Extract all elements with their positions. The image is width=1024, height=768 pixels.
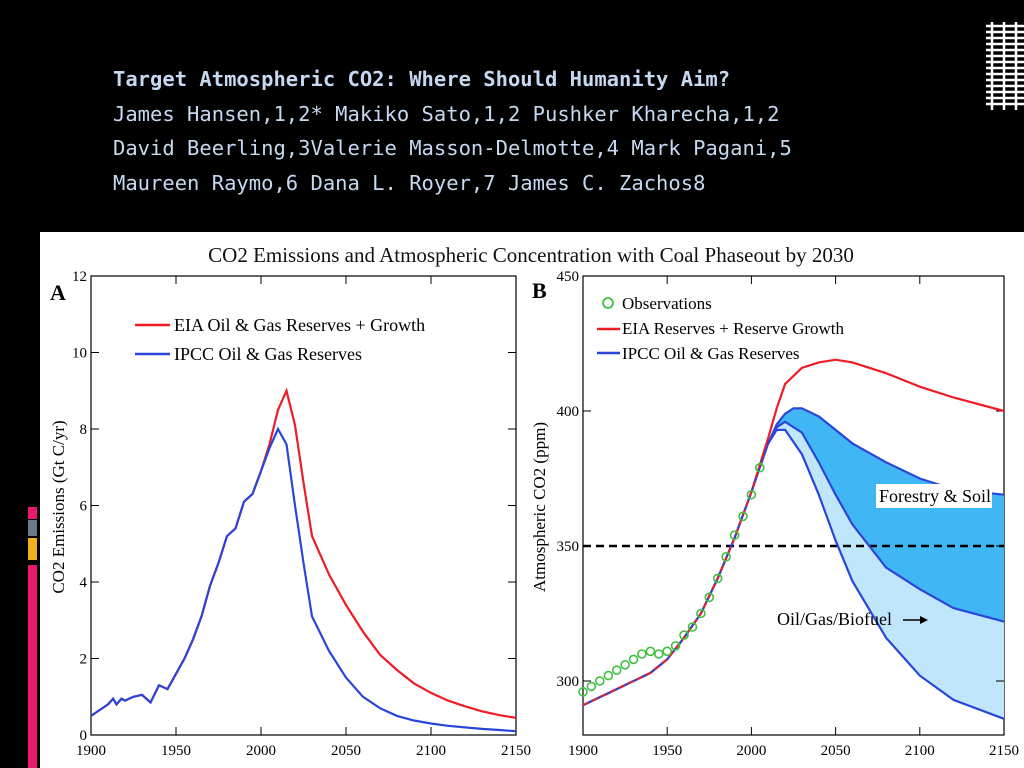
legend-a-red-label: EIA Oil & Gas Reserves + Growth	[174, 315, 425, 335]
slide-header	[40, 0, 1024, 232]
author-line-1: James Hansen,1,2* Makiko Sato,1,2 Pushke…	[113, 101, 780, 126]
panel-a-ytick-label: 8	[80, 422, 88, 438]
panel-b-series-forestry-line	[767, 420, 1005, 623]
panel-b-ylabel: Atmospheric CO2 (ppm)	[530, 422, 549, 592]
panel-a-frame	[90, 275, 517, 736]
panel-a-xtick-label: 2000	[246, 743, 276, 759]
panel-b-xtick-label: 2150	[989, 743, 1019, 759]
legend-b-blue-label: IPCC Oil & Gas Reserves	[622, 344, 800, 363]
panel-b-observation-point	[738, 511, 748, 522]
accent-bar-pink-long	[28, 565, 37, 768]
panel-a-ytick-label: 0	[80, 728, 88, 744]
panel-b-observation-point	[653, 649, 664, 659]
panel-b-observation-point	[670, 641, 681, 651]
author-line-2: David Beerling,3Valerie Masson-Delmotte,…	[113, 136, 792, 160]
panel-a-series-ipcc-line	[90, 426, 517, 733]
panel-a-xtick-label: 2100	[416, 743, 446, 759]
figure-panel: CO2 Emissions and Atmospheric Concentrat…	[40, 232, 1024, 768]
panel-a-ytick-label: 4	[80, 575, 88, 591]
slide-title-block: Target Atmospheric CO2: Where Should Hum…	[113, 62, 792, 200]
panel-b-observation-point	[729, 530, 740, 541]
panel-a-xtick-label: 1950	[161, 743, 191, 759]
co2-figure: CO2 Emissions and Atmospheric Concentrat…	[49, 243, 1019, 759]
panel-b-observation-point	[687, 622, 698, 632]
panel-b-ytick-label: 400	[557, 404, 580, 420]
annotation-oilgas: Oil/Gas/Biofuel	[777, 609, 928, 629]
annotation-oilgas-arrowhead	[920, 616, 928, 624]
legend-b-obs-label: Observations	[622, 294, 712, 313]
panel-b-observation-point	[712, 573, 723, 584]
panel-b-series-eia-historic-dash	[582, 437, 770, 707]
panel-a: A CO2 Emissions (Gt C/yr) 1900 1950 2000 20…	[49, 269, 531, 759]
slide-decoration	[986, 22, 1024, 110]
left-accent-strip	[0, 232, 40, 768]
panel-b-xtick-label: 1950	[652, 743, 682, 759]
panel-a-xtick-label: 2150	[501, 743, 531, 759]
panel-b-observation-point	[721, 551, 731, 562]
panel-a-xtick-label: 2050	[331, 743, 361, 759]
panel-b-ytick-label: 350	[557, 539, 580, 555]
panel-b-observation-point	[628, 654, 639, 665]
legend-b-obs-marker	[602, 297, 614, 309]
panel-b-observation-point	[586, 681, 597, 692]
panel-b-band-oil-gas-biofuel	[768, 421, 1004, 719]
annotation-forestry: Forestry & Soil	[876, 484, 992, 508]
panel-b-observation-point	[696, 608, 706, 619]
slide-title: Target Atmospheric CO2: Where Should Hum…	[113, 67, 731, 91]
annotation-forestry-box	[876, 484, 992, 508]
legend-b-red-label: EIA Reserves + Reserve Growth	[622, 319, 845, 338]
panel-a-letter: A	[50, 280, 66, 305]
panel-b-observation-point	[645, 646, 656, 657]
panel-b-letter: B	[532, 278, 547, 303]
panel-b-observation-point	[662, 646, 673, 657]
panel-a-ytick-label: 10	[72, 346, 87, 362]
panel-b-observation-point	[746, 489, 757, 500]
panel-a-legend: EIA Oil & Gas Reserves + Growth IPCC Oil…	[135, 315, 425, 364]
panel-b-series-oilgas-line	[767, 428, 1005, 720]
panel-a-xtick-label: 1900	[76, 743, 106, 759]
accent-bar-gray	[28, 520, 37, 536]
annotation-oilgas-label: Oil/Gas/Biofuel	[777, 609, 892, 629]
panel-b-ytick-label: 450	[557, 269, 580, 285]
panel-a-ytick-label: 2	[80, 652, 88, 668]
accent-bar-pink	[28, 507, 37, 519]
panel-b-observation-point	[704, 592, 715, 603]
panel-b-ytick-label: 300	[557, 674, 580, 690]
panel-b-legend: Observations EIA Reserves + Reserve Grow…	[597, 294, 845, 363]
legend-a-blue-label: IPCC Oil & Gas Reserves	[174, 344, 362, 364]
panel-b-xtick-label: 2050	[821, 743, 851, 759]
panel-b-observation-point	[620, 659, 630, 670]
panel-a-ylabel: CO2 Emissions (Gt C/yr)	[49, 420, 68, 593]
panel-b-observation-point	[594, 676, 605, 686]
panel-a-ytick-label: 6	[80, 499, 88, 515]
panel-b-observation-point	[754, 462, 765, 473]
panel-b: B Atmospheric CO2 (ppm) 1900 1950 2000 2050…	[530, 269, 1019, 759]
panel-b-observation-point	[578, 686, 588, 697]
panel-b-observation-point	[637, 649, 647, 659]
panel-b-xtick-label: 2000	[736, 743, 766, 759]
panel-b-xtick-label: 2100	[905, 743, 935, 759]
panel-b-band-forestry-soil	[768, 408, 1004, 622]
accent-bar-yellow	[28, 538, 37, 560]
panel-b-observation-point	[603, 670, 614, 681]
panel-b-xtick-label: 1900	[568, 743, 598, 759]
panel-a-ytick-label: 12	[72, 269, 87, 285]
annotation-forestry-label: Forestry & Soil	[879, 486, 991, 506]
author-line-3: Maureen Raymo,6 Dana L. Royer,7 James C.…	[113, 170, 706, 195]
figure-title: CO2 Emissions and Atmospheric Concentrat…	[208, 243, 854, 267]
panel-b-observation-point	[611, 665, 622, 676]
panel-b-observation-point	[679, 630, 689, 640]
